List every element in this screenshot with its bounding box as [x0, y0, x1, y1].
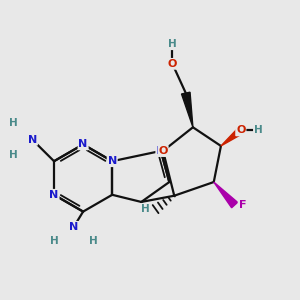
Text: H: H: [168, 39, 177, 49]
Polygon shape: [182, 92, 193, 127]
Text: H: H: [9, 150, 18, 160]
Text: N: N: [156, 146, 166, 156]
Polygon shape: [214, 182, 238, 208]
Text: O: O: [158, 146, 168, 156]
Text: N: N: [79, 140, 88, 149]
Text: N: N: [69, 222, 78, 232]
Text: O: O: [168, 59, 177, 69]
Polygon shape: [221, 128, 243, 146]
Text: N: N: [50, 190, 59, 200]
Text: H: H: [50, 236, 58, 246]
Text: H: H: [254, 125, 262, 135]
Text: H: H: [89, 236, 98, 246]
Text: F: F: [238, 200, 246, 210]
Text: H: H: [9, 118, 18, 128]
Text: N: N: [28, 135, 37, 145]
Text: H: H: [141, 204, 150, 214]
Text: O: O: [236, 125, 245, 135]
Text: N: N: [108, 156, 117, 166]
